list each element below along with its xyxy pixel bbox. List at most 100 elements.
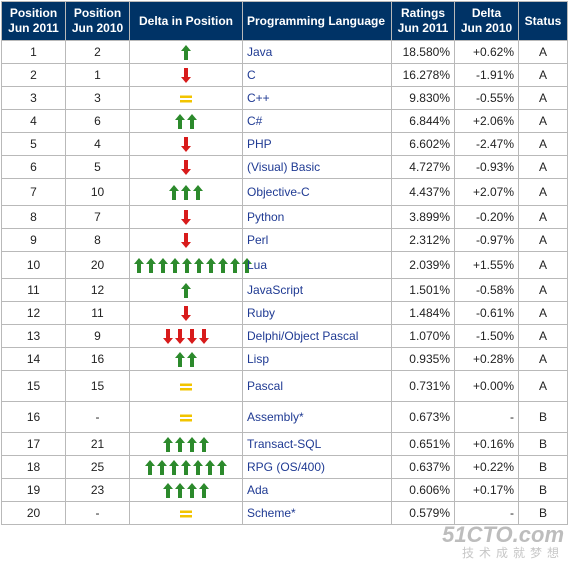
cell-language: JavaScript [243, 279, 392, 302]
watermark-logo: 51CTO.com 技术成就梦想 [442, 524, 564, 560]
arrow-down-icon [187, 329, 197, 344]
delta-indicator [134, 258, 252, 273]
table-row[interactable]: 20-Scheme*0.579%-B [2, 502, 568, 525]
arrow-up-icon [205, 460, 215, 475]
arrow-up-icon [187, 114, 197, 129]
cell-position-2011: 17 [2, 433, 66, 456]
delta-indicator [179, 382, 193, 392]
cell-delta-position [130, 502, 243, 525]
cell-status: A [519, 87, 568, 110]
cell-position-2011: 14 [2, 348, 66, 371]
arrow-down-icon [181, 68, 191, 83]
cell-status: A [519, 156, 568, 179]
watermark-text: 51CTO.com [442, 524, 564, 546]
cell-delta-rating: +0.62% [455, 41, 519, 64]
cell-delta-rating: -0.55% [455, 87, 519, 110]
cell-rating: 2.312% [392, 229, 455, 252]
cell-status: A [519, 133, 568, 156]
delta-indicator [181, 210, 191, 225]
cell-status: A [519, 229, 568, 252]
cell-status: B [519, 502, 568, 525]
cell-status: A [519, 179, 568, 206]
cell-position-2011: 5 [2, 133, 66, 156]
cell-status: A [519, 302, 568, 325]
cell-language: C# [243, 110, 392, 133]
cell-position-2011: 3 [2, 87, 66, 110]
cell-rating: 2.039% [392, 252, 455, 279]
arrow-up-icon [146, 258, 156, 273]
delta-indicator [163, 483, 209, 498]
delta-indicator [175, 114, 197, 129]
cell-position-2011: 13 [2, 325, 66, 348]
cell-delta-rating: +0.28% [455, 348, 519, 371]
arrow-up-icon [170, 258, 180, 273]
cell-language: Python [243, 206, 392, 229]
delta-indicator [163, 437, 209, 452]
cell-delta-rating: -0.20% [455, 206, 519, 229]
cell-delta-position [130, 229, 243, 252]
arrow-up-icon [175, 483, 185, 498]
arrow-up-icon [187, 437, 197, 452]
cell-delta-rating: - [455, 402, 519, 433]
cell-delta-rating: +2.07% [455, 179, 519, 206]
cell-position-2011: 4 [2, 110, 66, 133]
cell-delta-rating: +1.55% [455, 252, 519, 279]
cell-position-2010: 23 [66, 479, 130, 502]
cell-position-2010: 8 [66, 229, 130, 252]
arrow-up-icon [194, 258, 204, 273]
cell-position-2010: 12 [66, 279, 130, 302]
cell-status: A [519, 110, 568, 133]
header-programming-language[interactable]: Programming Language [243, 2, 392, 41]
header-status[interactable]: Status [519, 2, 568, 41]
cell-delta-rating: +2.06% [455, 110, 519, 133]
cell-rating: 6.844% [392, 110, 455, 133]
cell-position-2011: 16 [2, 402, 66, 433]
watermark-subtext: 技术成就梦想 [442, 546, 564, 560]
cell-language: Assembly* [243, 402, 392, 433]
cell-delta-position [130, 279, 243, 302]
delta-indicator [145, 460, 227, 475]
arrow-up-icon [175, 114, 185, 129]
table-row[interactable]: 16-Assembly*0.673%-B [2, 402, 568, 433]
cell-language: Lisp [243, 348, 392, 371]
cell-position-2010: 5 [66, 156, 130, 179]
cell-delta-rating: +0.22% [455, 456, 519, 479]
cell-status: A [519, 348, 568, 371]
cell-status: A [519, 252, 568, 279]
cell-language: Java [243, 41, 392, 64]
arrow-up-icon [187, 483, 197, 498]
cell-position-2010: 10 [66, 179, 130, 206]
cell-position-2010: 15 [66, 371, 130, 402]
cell-status: A [519, 41, 568, 64]
header-delta-position[interactable]: Delta in Position [130, 2, 243, 41]
cell-rating: 0.579% [392, 502, 455, 525]
arrow-down-icon [175, 329, 185, 344]
cell-delta-position [130, 110, 243, 133]
cell-language: Perl [243, 229, 392, 252]
